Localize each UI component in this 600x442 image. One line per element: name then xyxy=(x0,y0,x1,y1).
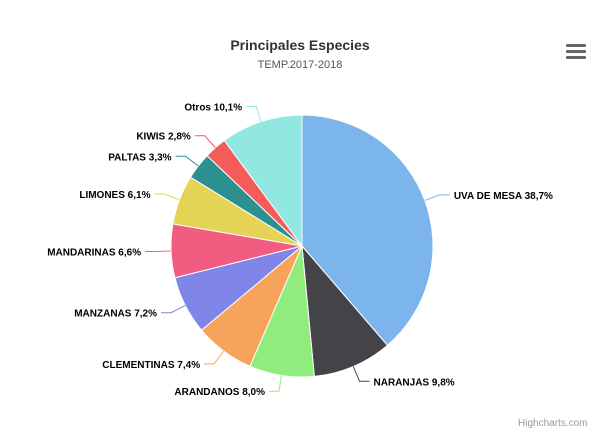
connector-line xyxy=(246,105,262,122)
pie-slice-otros[interactable] xyxy=(223,114,303,248)
connector-line xyxy=(175,155,199,167)
context-menu-button[interactable] xyxy=(566,44,586,62)
slice-label: Otros 10,1% xyxy=(184,102,242,113)
chart-title: Principales Especies xyxy=(230,37,370,53)
slice-label: UVA DE MESA 38,7% xyxy=(454,191,553,202)
slice-label: LIMONES 6,1% xyxy=(79,190,150,201)
connector-line xyxy=(194,135,216,149)
connector-line xyxy=(161,305,186,314)
hamburger-menu-icon xyxy=(566,44,586,47)
slice-label: MANZANAS 7,2% xyxy=(74,309,157,320)
slice-label: MANDARINAS 6,6% xyxy=(47,248,141,259)
slice-label: CLEMENTINAS 7,4% xyxy=(102,360,200,371)
connector-line xyxy=(204,350,225,365)
slice-label: KIWIS 2,8% xyxy=(136,132,191,143)
pie-slice-uva-de-mesa[interactable] xyxy=(301,114,434,347)
slice-label: NARANJAS 9,8% xyxy=(374,377,455,388)
chart-subtitle: TEMP.2017-2018 xyxy=(257,59,343,71)
connector-line xyxy=(269,375,283,392)
slice-label: PALTAS 3,3% xyxy=(108,152,171,163)
connector-line xyxy=(424,194,450,201)
credits-link[interactable]: Highcharts.com xyxy=(518,418,588,429)
slice-label: ARANDANOS 8,0% xyxy=(174,387,265,398)
connector-line xyxy=(352,366,370,382)
pie-slice-naranjas[interactable] xyxy=(301,244,389,377)
connector-line xyxy=(145,250,172,253)
connector-line xyxy=(154,193,180,201)
